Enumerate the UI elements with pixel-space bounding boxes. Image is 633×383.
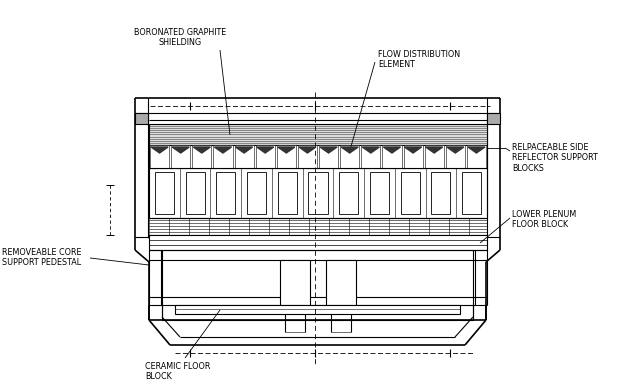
Bar bbox=[277, 145, 296, 168]
Polygon shape bbox=[278, 147, 295, 153]
Polygon shape bbox=[172, 147, 189, 153]
Polygon shape bbox=[151, 147, 168, 153]
Polygon shape bbox=[384, 147, 401, 153]
Polygon shape bbox=[447, 147, 464, 153]
Bar bbox=[487, 113, 500, 124]
Bar bbox=[213, 145, 232, 168]
Bar bbox=[234, 145, 254, 168]
Polygon shape bbox=[404, 147, 422, 153]
Bar bbox=[185, 172, 204, 214]
Bar bbox=[401, 172, 420, 214]
Text: RELPACEABLE SIDE
REFLECTOR SUPPORT
BLOCKS: RELPACEABLE SIDE REFLECTOR SUPPORT BLOCK… bbox=[512, 143, 598, 173]
Bar bbox=[370, 172, 389, 214]
Bar bbox=[149, 235, 487, 250]
Bar bbox=[155, 172, 174, 214]
Bar bbox=[339, 172, 358, 214]
Polygon shape bbox=[193, 147, 210, 153]
Bar bbox=[431, 172, 451, 214]
Polygon shape bbox=[320, 147, 337, 153]
Bar bbox=[192, 145, 211, 168]
Text: CERAMIC FLOOR
BLOCK: CERAMIC FLOOR BLOCK bbox=[145, 362, 210, 381]
Bar bbox=[446, 145, 465, 168]
Polygon shape bbox=[256, 147, 273, 153]
Bar bbox=[361, 145, 380, 168]
Bar bbox=[278, 172, 297, 214]
Polygon shape bbox=[215, 147, 232, 153]
Polygon shape bbox=[341, 147, 358, 153]
Bar bbox=[403, 145, 423, 168]
Bar bbox=[462, 172, 481, 214]
Bar bbox=[150, 145, 169, 168]
Text: BORONATED GRAPHITE
SHIELDING: BORONATED GRAPHITE SHIELDING bbox=[134, 28, 226, 47]
Bar bbox=[280, 260, 310, 305]
Bar bbox=[340, 145, 360, 168]
Bar bbox=[256, 145, 275, 168]
Bar bbox=[135, 113, 148, 124]
Bar bbox=[467, 145, 486, 168]
Bar bbox=[247, 172, 266, 214]
Bar bbox=[298, 145, 317, 168]
Bar bbox=[175, 305, 460, 314]
Bar bbox=[382, 145, 401, 168]
Bar bbox=[319, 145, 338, 168]
Text: REMOVEABLE CORE
SUPPORT PEDESTAL: REMOVEABLE CORE SUPPORT PEDESTAL bbox=[2, 248, 82, 267]
Bar bbox=[171, 145, 191, 168]
Bar bbox=[308, 172, 327, 214]
Text: LOWER PLENUM
FLOOR BLOCK: LOWER PLENUM FLOOR BLOCK bbox=[512, 210, 576, 229]
Bar bbox=[216, 172, 235, 214]
Polygon shape bbox=[468, 147, 485, 153]
Bar bbox=[149, 124, 487, 145]
Polygon shape bbox=[299, 147, 316, 153]
Polygon shape bbox=[425, 147, 442, 153]
Polygon shape bbox=[362, 147, 379, 153]
Polygon shape bbox=[235, 147, 253, 153]
Bar bbox=[425, 145, 444, 168]
Text: FLOW DISTRIBUTION
ELEMENT: FLOW DISTRIBUTION ELEMENT bbox=[378, 50, 460, 69]
Bar bbox=[326, 260, 356, 305]
